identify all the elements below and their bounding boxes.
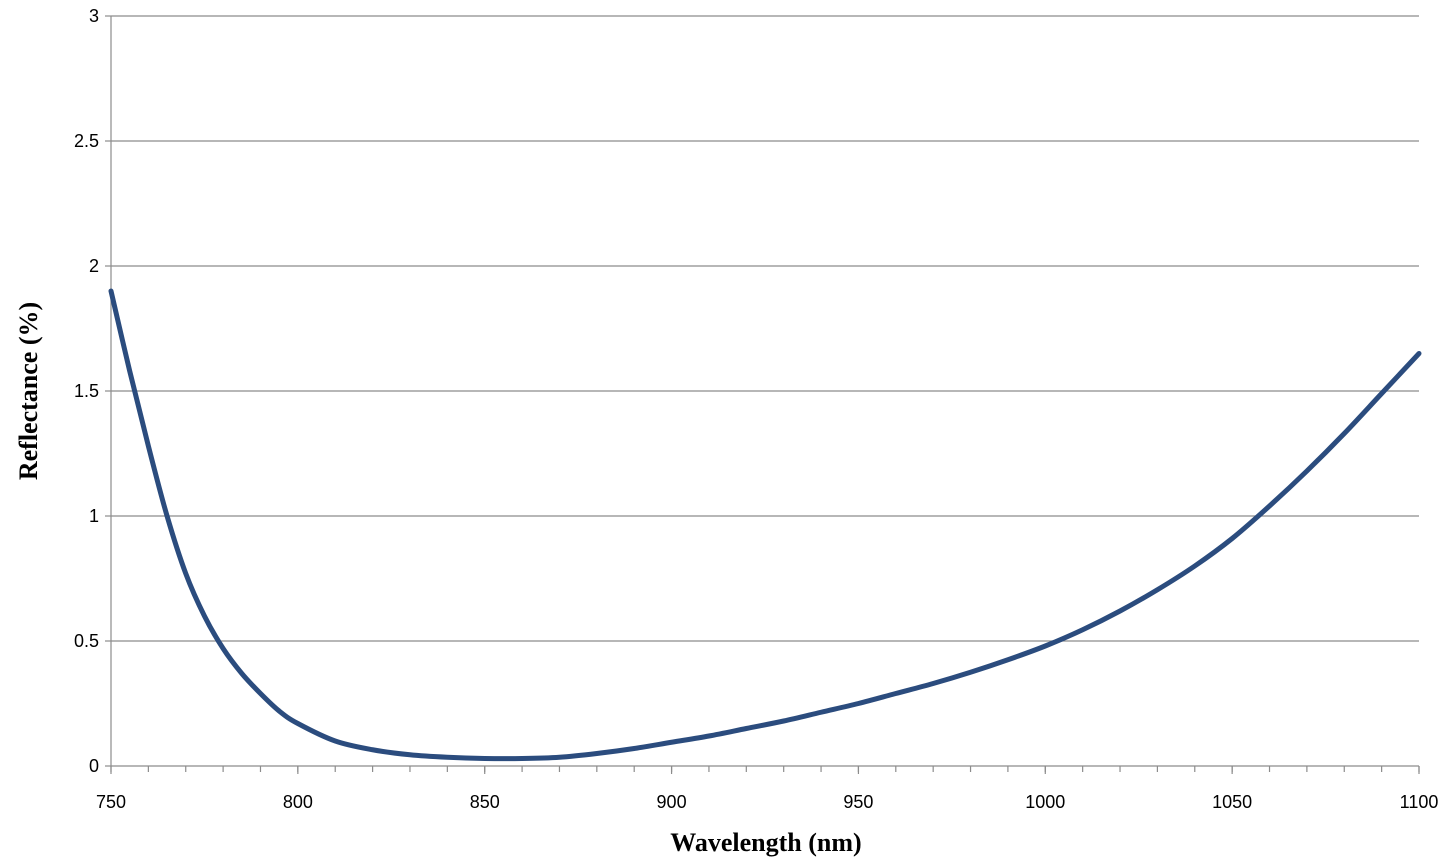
x-tick-label: 900	[657, 792, 687, 812]
y-tick-label: 0	[89, 756, 99, 776]
y-tick-label: 3	[89, 6, 99, 26]
x-axis-ticks: 750 800 850 900 950 1000 1050 1100	[96, 766, 1438, 812]
y-tick-label: 0.5	[74, 631, 99, 651]
y-tick-label: 1.5	[74, 381, 99, 401]
y-tick-label: 1	[89, 506, 99, 526]
x-tick-label: 750	[96, 792, 126, 812]
series-group	[108, 288, 1422, 762]
x-tick-label: 800	[283, 792, 313, 812]
x-axis-title: Wavelength (nm)	[670, 828, 861, 857]
x-tick-label: 1000	[1025, 792, 1065, 812]
y-axis-title: Reflectance (%)	[14, 302, 43, 480]
x-tick-label: 1100	[1400, 792, 1439, 812]
y-tick-label: 2.5	[74, 131, 99, 151]
x-tick-label: 950	[843, 792, 873, 812]
y-tick-label: 2	[89, 256, 99, 276]
reflectance-series-line	[108, 288, 1422, 762]
gridlines	[111, 15, 1419, 642]
x-tick-label: 850	[470, 792, 500, 812]
y-axis-ticks: 0 0.5 1 1.5 2 2.5 3	[74, 6, 111, 776]
x-tick-label: 1050	[1212, 792, 1252, 812]
